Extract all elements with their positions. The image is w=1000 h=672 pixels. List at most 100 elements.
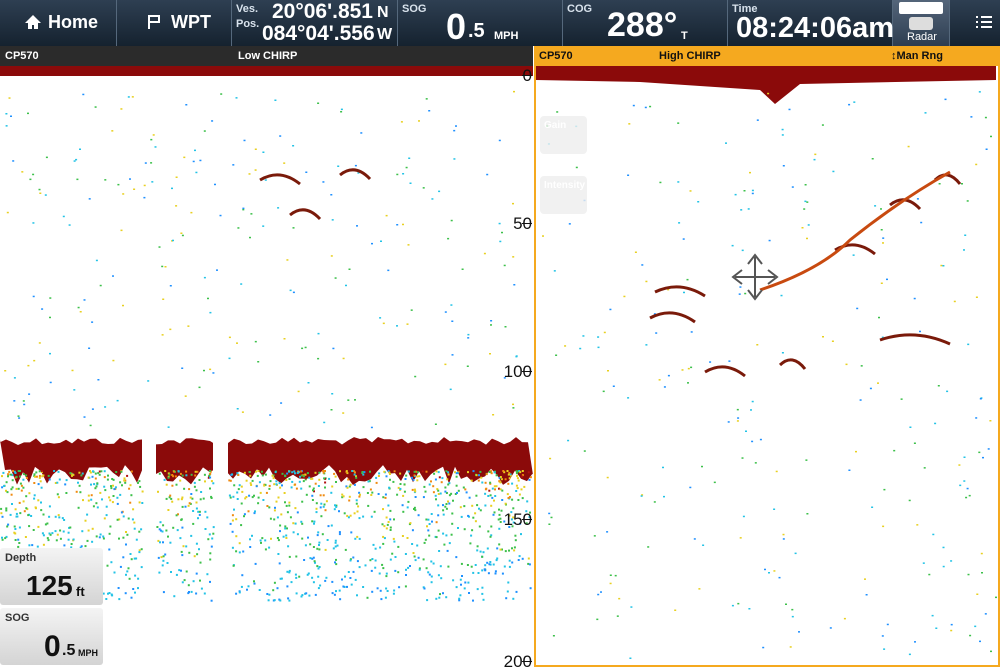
echo-speck	[488, 489, 491, 492]
echo-speck	[354, 578, 357, 581]
gain-control[interactable]: Gain	[540, 116, 587, 154]
echo-speck	[232, 495, 235, 498]
echo-speck	[322, 470, 325, 472]
echo-speck	[689, 190, 692, 192]
echo-speck	[17, 545, 20, 548]
echo-speck	[159, 529, 162, 532]
echo-speck	[257, 470, 260, 472]
echo-speck	[773, 570, 776, 572]
echo-speck	[143, 184, 146, 187]
echo-speck	[167, 476, 170, 479]
echo-speck	[402, 510, 405, 513]
echo-speck	[778, 576, 781, 579]
echo-speck	[189, 502, 192, 505]
echo-speck	[435, 536, 438, 539]
echo-speck	[347, 516, 350, 519]
echo-speck	[94, 472, 97, 475]
echo-speck	[428, 523, 431, 525]
echo-speck	[133, 521, 136, 524]
echo-speck	[468, 496, 471, 499]
echo-speck	[247, 585, 250, 588]
echo-speck	[553, 270, 556, 272]
echo-speck	[780, 294, 783, 297]
echo-speck	[132, 588, 135, 590]
echo-speck	[407, 470, 410, 473]
echo-speck	[284, 474, 286, 477]
echo-speck	[355, 475, 357, 478]
echo-speck	[119, 565, 122, 568]
echo-speck	[13, 377, 16, 379]
echo-speck	[266, 593, 269, 595]
echo-speck	[128, 487, 131, 490]
echo-speck	[199, 579, 201, 582]
intensity-control[interactable]: Intensity	[540, 176, 587, 214]
echo-speck	[207, 297, 209, 300]
echo-speck	[907, 145, 910, 148]
echo-speck	[330, 409, 333, 411]
echo-speck	[583, 450, 586, 452]
echo-speck	[348, 268, 351, 270]
echo-speck	[508, 526, 511, 528]
echo-speck	[14, 472, 17, 474]
radar-button[interactable]: Radar	[893, 0, 950, 46]
echo-speck	[275, 483, 278, 486]
echo-gap	[142, 430, 156, 490]
echo-speck	[510, 518, 513, 521]
echo-speck	[385, 214, 388, 217]
echo-speck	[95, 485, 98, 488]
echo-speck	[125, 531, 127, 533]
echo-speck	[509, 474, 512, 477]
echo-speck	[411, 529, 414, 532]
echo-speck	[385, 575, 388, 578]
wpt-button[interactable]: WPT	[117, 0, 232, 46]
echo-speck	[515, 355, 518, 358]
echo-speck	[663, 386, 666, 388]
echo-speck	[865, 594, 868, 596]
echo-speck	[117, 587, 120, 589]
echo-speck	[258, 481, 261, 484]
echo-speck	[249, 474, 252, 477]
range-mode[interactable]: ↕Man Rng	[891, 50, 943, 62]
echo-speck	[756, 344, 759, 346]
echo-speck	[17, 538, 20, 541]
home-button[interactable]: Home	[0, 0, 117, 46]
echo-speck	[961, 183, 963, 185]
echo-speck	[805, 459, 808, 461]
echo-speck	[209, 368, 212, 371]
echo-speck	[667, 288, 670, 291]
echo-speck	[191, 497, 194, 500]
echo-speck	[347, 478, 350, 481]
echo-speck	[167, 535, 169, 538]
echo-speck	[184, 505, 187, 508]
echo-speck	[279, 135, 282, 137]
bottom-echo	[0, 437, 533, 485]
echo-speck	[596, 618, 599, 621]
echo-speck	[736, 420, 739, 422]
echo-speck	[447, 237, 450, 240]
echo-speck	[37, 483, 40, 486]
echo-speck	[257, 361, 260, 363]
echo-speck	[62, 215, 65, 218]
echo-speck	[900, 398, 903, 400]
echo-speck	[334, 475, 337, 478]
echo-speck	[451, 354, 454, 356]
echo-speck	[289, 516, 292, 519]
echo-speck	[261, 474, 264, 477]
echo-speck	[96, 482, 99, 485]
echo-speck	[172, 475, 175, 478]
echo-speck	[426, 599, 429, 602]
depth-tick	[522, 75, 532, 76]
echo-speck	[404, 585, 407, 588]
echo-speck	[486, 173, 489, 176]
echo-speck	[251, 534, 253, 537]
echo-speck	[285, 537, 288, 539]
echo-speck	[317, 102, 320, 104]
echo-speck	[311, 557, 314, 560]
echo-speck	[335, 504, 338, 507]
echo-speck	[324, 470, 326, 472]
menu-button[interactable]	[950, 0, 1000, 46]
echo-speck	[476, 588, 479, 591]
echo-speck	[641, 264, 644, 266]
echo-speck	[855, 450, 857, 453]
echo-speck	[178, 569, 181, 572]
